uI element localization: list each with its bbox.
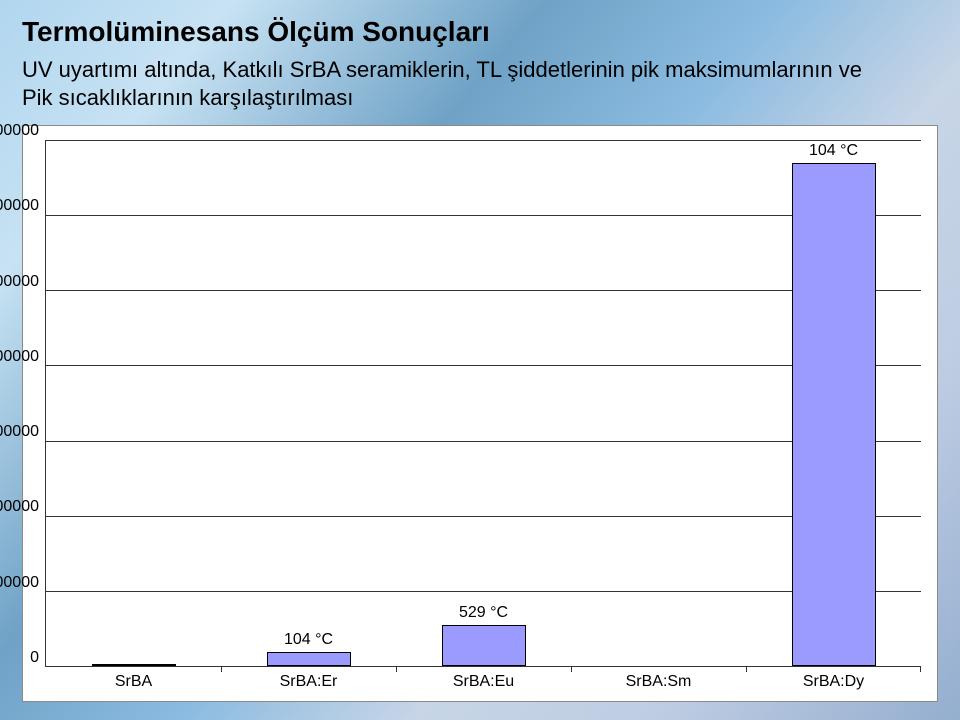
bar-value-label: 529 °C (459, 604, 508, 622)
page-title: Termolüminesans Ölçüm Sonuçları (22, 16, 938, 48)
x-label: SrBA:Sm (571, 667, 746, 691)
x-label: SrBA:Er (221, 667, 396, 691)
bar: 104 °C (267, 652, 351, 666)
bar: 529 °C (442, 625, 526, 666)
x-axis: SrBASrBA:ErSrBA:EuSrBA:SmSrBA:Dy (39, 667, 921, 691)
plot-row: 3500000003000000002500000002000000001500… (39, 140, 921, 667)
x-tick (920, 666, 921, 672)
plot-area: 104 °C 529 °C 104 °C (45, 140, 921, 667)
bar-slot: 104 °C (746, 140, 921, 666)
x-tick (221, 666, 222, 672)
bar-value-label: 104 °C (809, 142, 858, 160)
bar-slot: 104 °C (221, 140, 396, 666)
x-label: SrBA (46, 667, 221, 691)
bar-value-label: 104 °C (284, 631, 333, 649)
page-subtitle: UV uyartımı altında, Katkılı SrBA serami… (22, 56, 882, 111)
chart-frame: 3500000003000000002500000002000000001500… (22, 125, 938, 702)
x-tick (396, 666, 397, 672)
bar-slot (46, 140, 221, 666)
bars-container: 104 °C 529 °C 104 °C (46, 140, 921, 666)
bar: 104 °C (792, 163, 876, 666)
x-tick (571, 666, 572, 672)
x-tick (746, 666, 747, 672)
bar (92, 664, 176, 666)
page: Termolüminesans Ölçüm Sonuçları UV uyart… (0, 0, 960, 720)
x-labels: SrBASrBA:ErSrBA:EuSrBA:SmSrBA:Dy (46, 667, 921, 691)
x-label: SrBA:Eu (396, 667, 571, 691)
bar-slot (571, 140, 746, 666)
x-label: SrBA:Dy (746, 667, 921, 691)
x-axis-spacer (39, 667, 46, 691)
bar-slot: 529 °C (396, 140, 571, 666)
